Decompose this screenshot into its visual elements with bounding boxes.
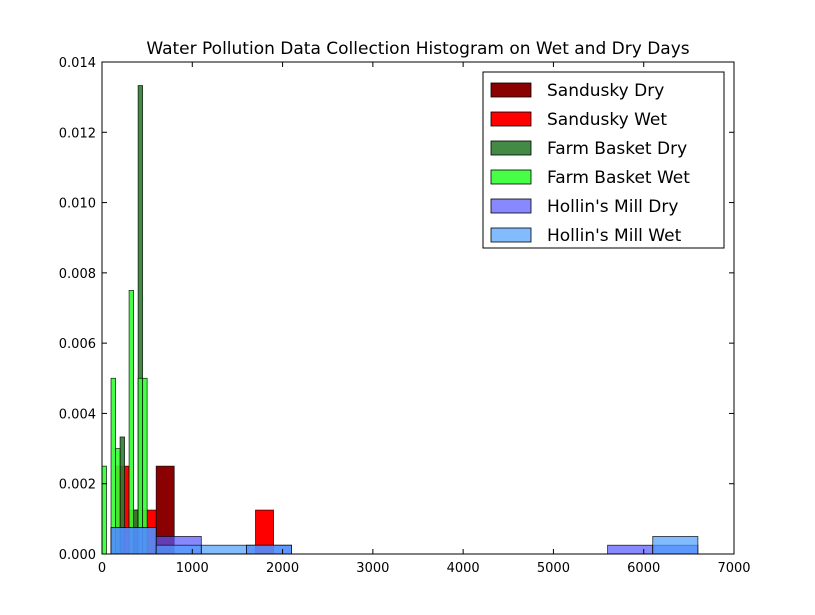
legend-label: Sandusky Wet — [547, 110, 667, 130]
y-tick-label: 0.002 — [59, 478, 96, 493]
x-tick-label: 4000 — [447, 561, 480, 576]
legend-swatch — [490, 198, 532, 214]
legend-label: Sandusky Dry — [547, 81, 664, 101]
legend-label: Hollin's Mill Wet — [547, 226, 682, 246]
chart-title: Water Pollution Data Collection Histogra… — [146, 39, 689, 59]
legend-label: Farm Basket Wet — [547, 168, 690, 188]
bar-5-1 — [155, 544, 202, 555]
x-tick-label: 1000 — [176, 561, 209, 576]
bar-5-3 — [246, 544, 293, 555]
bar-5-2 — [200, 544, 247, 555]
x-tick-label: 6000 — [627, 561, 660, 576]
y-tick-label: 0.010 — [59, 197, 96, 212]
ticks-layer: 0 1000 2000 3000 4000 5000 6000 7000 0.000 0.002 0… — [59, 56, 751, 576]
legend-swatch — [490, 82, 532, 98]
x-tick-label: 2000 — [266, 561, 299, 576]
y-tick-label: 0.008 — [59, 267, 96, 282]
plot-frame — [101, 61, 735, 555]
x-tick-label: 7000 — [717, 561, 750, 576]
bar-3-3 — [128, 290, 134, 555]
x-tick-label: 0 — [98, 561, 106, 576]
bar-5-0 — [110, 527, 157, 555]
x-tick-label: 3000 — [356, 561, 389, 576]
legend-swatch — [490, 111, 532, 127]
legend-swatch — [490, 227, 532, 243]
legend-swatch — [490, 169, 532, 185]
bars-layer — [101, 85, 699, 555]
x-tick-label: 5000 — [537, 561, 570, 576]
bar-4-3 — [607, 544, 654, 555]
legend-swatch — [490, 140, 532, 156]
y-tick-label: 0.006 — [59, 337, 96, 352]
y-tick-label: 0.004 — [59, 407, 96, 422]
legend-box — [482, 71, 725, 249]
legend-label: Hollin's Mill Dry — [547, 197, 678, 217]
y-tick-label: 0.000 — [59, 548, 96, 563]
bar-5-4 — [652, 536, 699, 555]
y-tick-label: 0.012 — [59, 126, 96, 141]
y-tick-label: 0.014 — [59, 56, 96, 71]
legend: Sandusky Dry Sandusky Wet Farm Basket Dry F… — [482, 71, 725, 249]
bar-3-0 — [101, 465, 107, 555]
legend-label: Farm Basket Dry — [547, 139, 687, 159]
